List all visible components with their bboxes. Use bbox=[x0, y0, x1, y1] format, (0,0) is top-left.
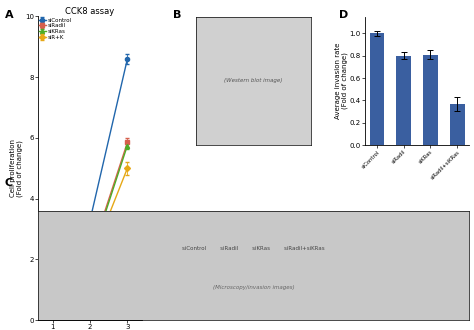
Y-axis label: Cell proliferation
(Fold of change): Cell proliferation (Fold of change) bbox=[10, 139, 23, 197]
Text: (Western blot image): (Western blot image) bbox=[224, 78, 283, 83]
Title: CCK8 assay: CCK8 assay bbox=[65, 7, 115, 16]
Text: C: C bbox=[5, 178, 13, 188]
Text: A: A bbox=[5, 10, 13, 20]
Bar bbox=[450, 104, 465, 145]
Text: D: D bbox=[339, 10, 348, 20]
Text: B: B bbox=[173, 10, 182, 20]
Bar bbox=[423, 54, 438, 145]
Text: (Microscopy/invasion images): (Microscopy/invasion images) bbox=[213, 285, 294, 290]
Text: siControl        siRadil        siKRas        siRadil+siKRas: siControl siRadil siKRas siRadil+siKRas bbox=[182, 247, 325, 251]
Bar bbox=[370, 33, 384, 145]
Bar bbox=[396, 56, 411, 145]
Y-axis label: Average invasion rate
(Fold of change): Average invasion rate (Fold of change) bbox=[335, 43, 348, 119]
Legend: siControl, siRadil, siKRas, siR+K: siControl, siRadil, siKRas, siR+K bbox=[39, 17, 72, 40]
